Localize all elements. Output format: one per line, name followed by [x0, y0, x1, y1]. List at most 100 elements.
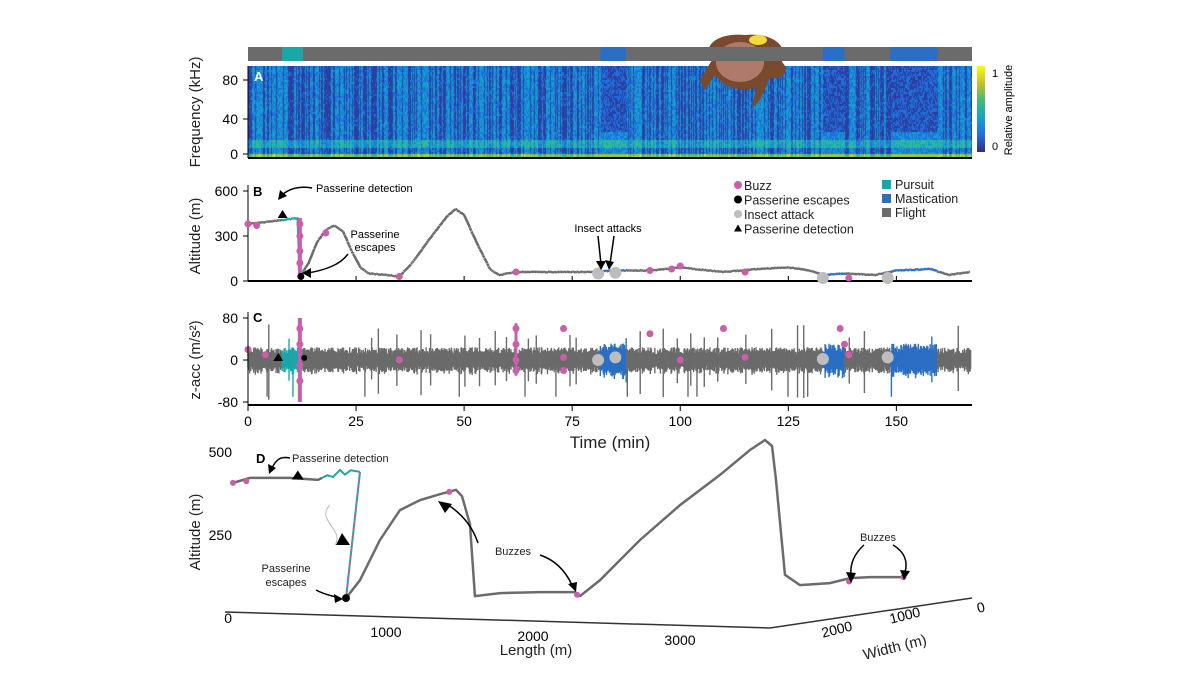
altitude-line-segment	[444, 215, 448, 220]
altitude-line-segment	[353, 255, 358, 260]
panel-c-xtick-label: 25	[348, 413, 364, 429]
altitude-line-segment	[445, 214, 450, 218]
altitude-line-segment	[304, 264, 309, 269]
altitude-line-segment	[350, 250, 355, 255]
panel-b-ytick-label: 600	[215, 183, 239, 199]
altitude-line-segment	[474, 239, 479, 244]
altitude-line-segment	[871, 273, 874, 277]
altitude-line-segment	[328, 226, 331, 230]
buzz-point	[243, 478, 250, 485]
behavior-bar-mastication	[822, 47, 845, 61]
panel-b-ylabel: Altitude (m)	[187, 198, 204, 275]
altitude-line-segment	[500, 273, 504, 277]
panel-d-axes: 0 250 500 1000 2000 3000 2000 1000 0	[209, 444, 987, 648]
altitude-line-segment	[547, 270, 550, 274]
panel-d-ylabel: Altitude (m)	[187, 494, 204, 571]
panel-a-ytick-label: 40	[222, 111, 238, 127]
altitude-line-segment	[642, 269, 645, 273]
altitude-line-segment	[303, 266, 307, 271]
altitude-line-segment	[551, 270, 554, 274]
altitude-line-segment	[361, 267, 365, 271]
buzz-point	[646, 330, 654, 338]
altitude-line-segment	[428, 236, 433, 240]
altitude-line-segment	[341, 231, 346, 236]
buzz-point	[446, 488, 453, 495]
behavior-bar-mastication	[890, 47, 938, 61]
altitude-line-segment	[349, 247, 353, 252]
altitude-line-segment	[737, 269, 740, 273]
panel-label-b: B	[253, 184, 262, 199]
legend-label-mastication: Mastication	[895, 192, 958, 206]
altitude-line-segment	[338, 227, 341, 231]
panel-label-a: A	[254, 69, 264, 84]
panel-d-xtick-label: 1000	[370, 624, 401, 640]
buzz-point	[229, 479, 236, 486]
legend-label-insect: Insect attack	[744, 208, 815, 222]
altitude-line-segment	[352, 253, 356, 258]
panel-c-xlabel: Time (min)	[570, 433, 651, 452]
buzz-point	[296, 340, 304, 348]
altitude-line-segment	[701, 268, 704, 272]
bat-illustration	[700, 34, 786, 109]
altitude-line-segment	[311, 248, 316, 254]
buzz-point	[261, 351, 269, 359]
altitude-line-segment	[484, 259, 489, 264]
buzz-point	[296, 361, 304, 369]
altitude-line-segment	[408, 263, 412, 267]
insect-attack-point	[881, 272, 894, 284]
colorbar-tick-min: 0	[992, 141, 998, 153]
track-flight-segment	[345, 438, 906, 599]
altitude-line-segment	[689, 267, 693, 270]
altitude-line-segment	[366, 271, 370, 275]
altitude-line-segment	[316, 239, 320, 243]
panel-label-d: D	[256, 451, 265, 466]
buzz-point	[512, 367, 520, 374]
buzz-point	[741, 268, 749, 276]
insect-attack-point	[816, 352, 829, 365]
altitude-line-segment	[456, 209, 459, 213]
panel-d-xtick-label: 3000	[664, 632, 695, 648]
altitude-line-segment	[769, 267, 772, 271]
altitude-line-segment	[310, 252, 315, 257]
altitude-line-segment	[365, 270, 369, 274]
altitude-line-segment	[454, 207, 458, 211]
altitude-line-segment	[429, 234, 434, 239]
altitude-line-segment	[509, 271, 513, 275]
altitude-line-segment	[475, 242, 480, 247]
altitude-line-segment	[419, 248, 424, 253]
altitude-line-segment	[943, 272, 946, 276]
panel-c-ytick-label: 0	[230, 352, 238, 368]
buzz-point	[296, 259, 304, 267]
passerine-detection-marker	[273, 353, 284, 361]
buzz-point	[512, 356, 520, 364]
panel-c-ytick-label: 80	[222, 310, 238, 326]
panel-b-ytick-label: 300	[215, 228, 239, 244]
altitude-line-segment	[498, 273, 501, 277]
altitude-line-segment	[421, 246, 425, 250]
panel-a-ytick-label: 80	[222, 72, 238, 88]
annotation-arrowheads-b	[278, 190, 614, 278]
altitude-line-segment	[362, 268, 366, 272]
altitude-line-segment	[318, 235, 323, 240]
behavior-bar-mastication	[600, 47, 627, 61]
altitude-line-segment	[288, 217, 292, 221]
panel-d-xlabel: Length (m)	[500, 642, 573, 659]
altitude-line-segment	[874, 273, 877, 277]
annotation-insect-attacks: Insect attacks	[574, 223, 642, 235]
insect-attack-point	[609, 266, 622, 279]
panel-b-plot	[244, 207, 970, 284]
panel-label-c: C	[253, 310, 263, 325]
altitude-line-segment	[282, 218, 285, 222]
altitude-line-segment	[467, 223, 472, 229]
altitude-line-segment	[846, 271, 850, 275]
panel-c-ytick-label: -80	[218, 394, 238, 410]
annotation-buzzes-end: Buzzes	[860, 532, 897, 544]
altitude-line-segment	[947, 273, 951, 277]
legend-label-buzz: Buzz	[744, 179, 772, 193]
panel-d-ytick-label: 500	[209, 444, 233, 460]
altitude-line-segment	[432, 230, 437, 235]
altitude-line-segment	[404, 268, 408, 272]
buzz-point	[646, 267, 654, 274]
buzz-point	[741, 353, 749, 361]
